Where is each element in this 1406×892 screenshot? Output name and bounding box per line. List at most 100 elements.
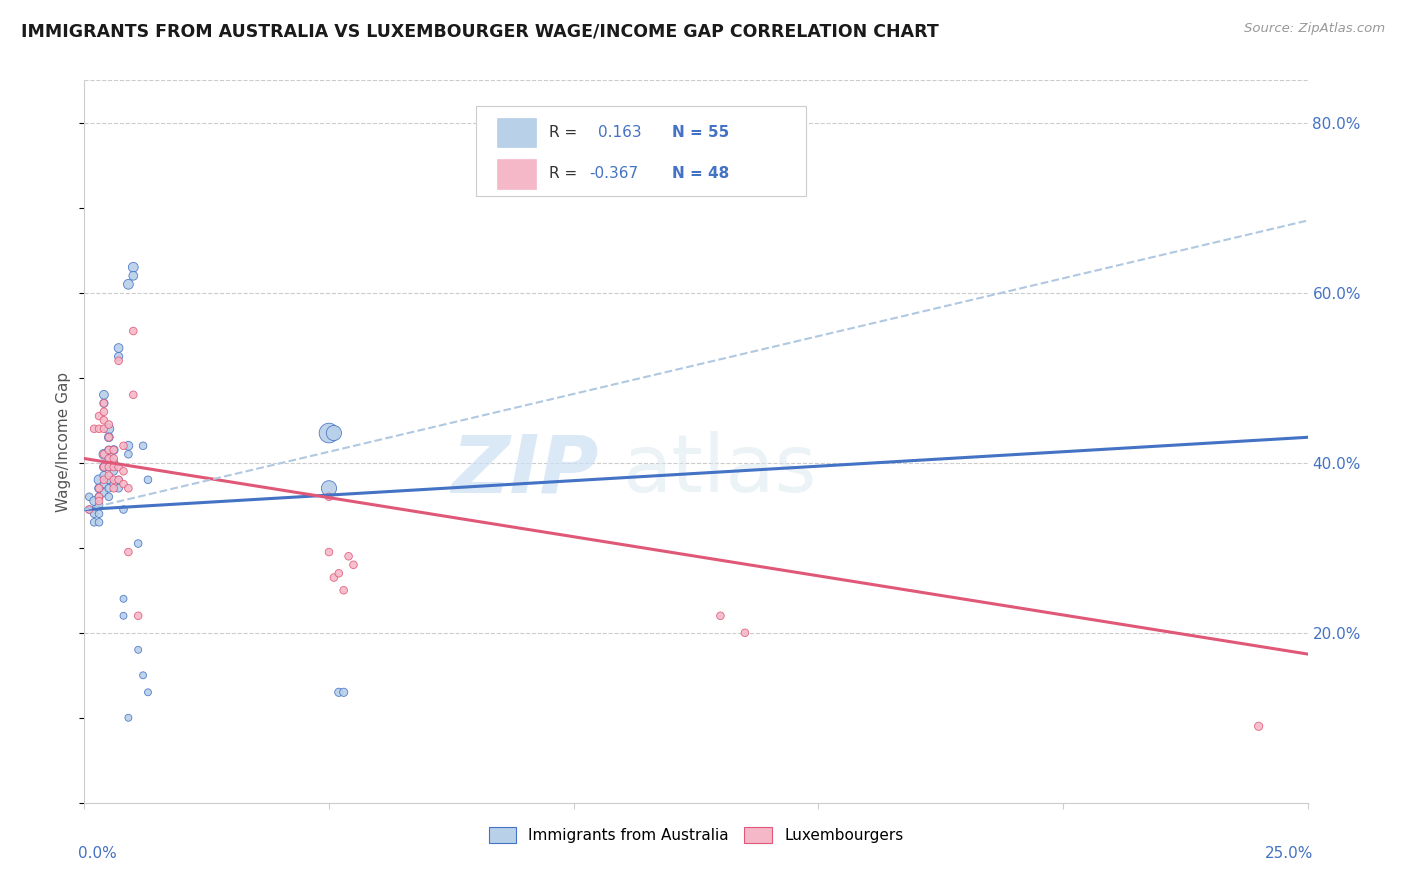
- Point: [107, 350, 129, 364]
- Point: [107, 341, 129, 355]
- Point: [112, 464, 135, 478]
- Point: [136, 473, 159, 487]
- Text: 0.0%: 0.0%: [79, 847, 117, 861]
- Point: [117, 481, 139, 495]
- Point: [107, 473, 129, 487]
- Point: [107, 353, 129, 368]
- Point: [318, 425, 340, 440]
- Point: [107, 473, 129, 487]
- Point: [97, 451, 120, 466]
- Point: [117, 439, 139, 453]
- Point: [127, 608, 149, 623]
- Point: [93, 413, 115, 427]
- Point: [103, 456, 125, 470]
- Point: [112, 608, 135, 623]
- Point: [322, 570, 344, 584]
- Point: [97, 430, 120, 444]
- Point: [83, 516, 105, 530]
- Text: R =: R =: [550, 167, 578, 181]
- Point: [332, 685, 354, 699]
- Point: [93, 447, 115, 461]
- Point: [93, 396, 115, 410]
- Point: [112, 591, 135, 606]
- Point: [103, 451, 125, 466]
- Point: [112, 502, 135, 516]
- Point: [122, 324, 145, 338]
- Text: N = 48: N = 48: [672, 167, 728, 181]
- Point: [97, 481, 120, 495]
- Point: [93, 477, 115, 491]
- Point: [83, 507, 105, 521]
- Point: [318, 545, 340, 559]
- Point: [107, 460, 129, 475]
- Text: N = 55: N = 55: [672, 125, 728, 140]
- Text: 0.163: 0.163: [598, 125, 641, 140]
- Point: [1247, 719, 1270, 733]
- Text: atlas: atlas: [623, 432, 817, 509]
- Point: [337, 549, 360, 564]
- Point: [97, 443, 120, 458]
- Point: [87, 507, 110, 521]
- Point: [83, 422, 105, 436]
- Point: [93, 485, 115, 500]
- Point: [112, 477, 135, 491]
- Point: [328, 685, 350, 699]
- Point: [87, 498, 110, 512]
- Text: ZIP: ZIP: [451, 432, 598, 509]
- Point: [709, 608, 731, 623]
- Point: [93, 396, 115, 410]
- Point: [127, 642, 149, 657]
- Point: [103, 477, 125, 491]
- Point: [77, 502, 100, 516]
- Point: [87, 494, 110, 508]
- Point: [117, 711, 139, 725]
- Point: [342, 558, 364, 572]
- Point: [87, 481, 110, 495]
- Point: [97, 422, 120, 436]
- Point: [122, 268, 145, 283]
- Point: [83, 494, 105, 508]
- Point: [117, 277, 139, 292]
- Point: [97, 460, 120, 475]
- Text: -0.367: -0.367: [589, 167, 638, 181]
- Point: [328, 566, 350, 581]
- Point: [132, 439, 155, 453]
- Point: [87, 490, 110, 504]
- Point: [93, 473, 115, 487]
- Point: [87, 473, 110, 487]
- Point: [87, 516, 110, 530]
- Point: [97, 468, 120, 483]
- Point: [318, 490, 340, 504]
- Point: [87, 409, 110, 423]
- Point: [318, 481, 340, 495]
- Point: [87, 490, 110, 504]
- Point: [77, 490, 100, 504]
- Point: [93, 422, 115, 436]
- Legend: Immigrants from Australia, Luxembourgers: Immigrants from Australia, Luxembourgers: [482, 822, 910, 849]
- Text: R =: R =: [550, 125, 578, 140]
- Point: [103, 464, 125, 478]
- Point: [83, 502, 105, 516]
- Point: [103, 473, 125, 487]
- Point: [87, 481, 110, 495]
- FancyBboxPatch shape: [475, 105, 806, 196]
- Point: [117, 545, 139, 559]
- Point: [332, 583, 354, 598]
- Point: [97, 430, 120, 444]
- Point: [93, 447, 115, 461]
- Point: [103, 460, 125, 475]
- Point: [97, 473, 120, 487]
- Bar: [496, 160, 536, 188]
- Bar: [496, 118, 536, 147]
- Point: [322, 425, 344, 440]
- Point: [93, 468, 115, 483]
- Point: [136, 685, 159, 699]
- Text: IMMIGRANTS FROM AUSTRALIA VS LUXEMBOURGER WAGE/INCOME GAP CORRELATION CHART: IMMIGRANTS FROM AUSTRALIA VS LUXEMBOURGE…: [21, 22, 939, 40]
- Point: [93, 460, 115, 475]
- Point: [734, 625, 756, 640]
- Point: [93, 388, 115, 402]
- Point: [97, 460, 120, 475]
- Text: Source: ZipAtlas.com: Source: ZipAtlas.com: [1244, 22, 1385, 36]
- Point: [97, 443, 120, 458]
- Point: [127, 536, 149, 550]
